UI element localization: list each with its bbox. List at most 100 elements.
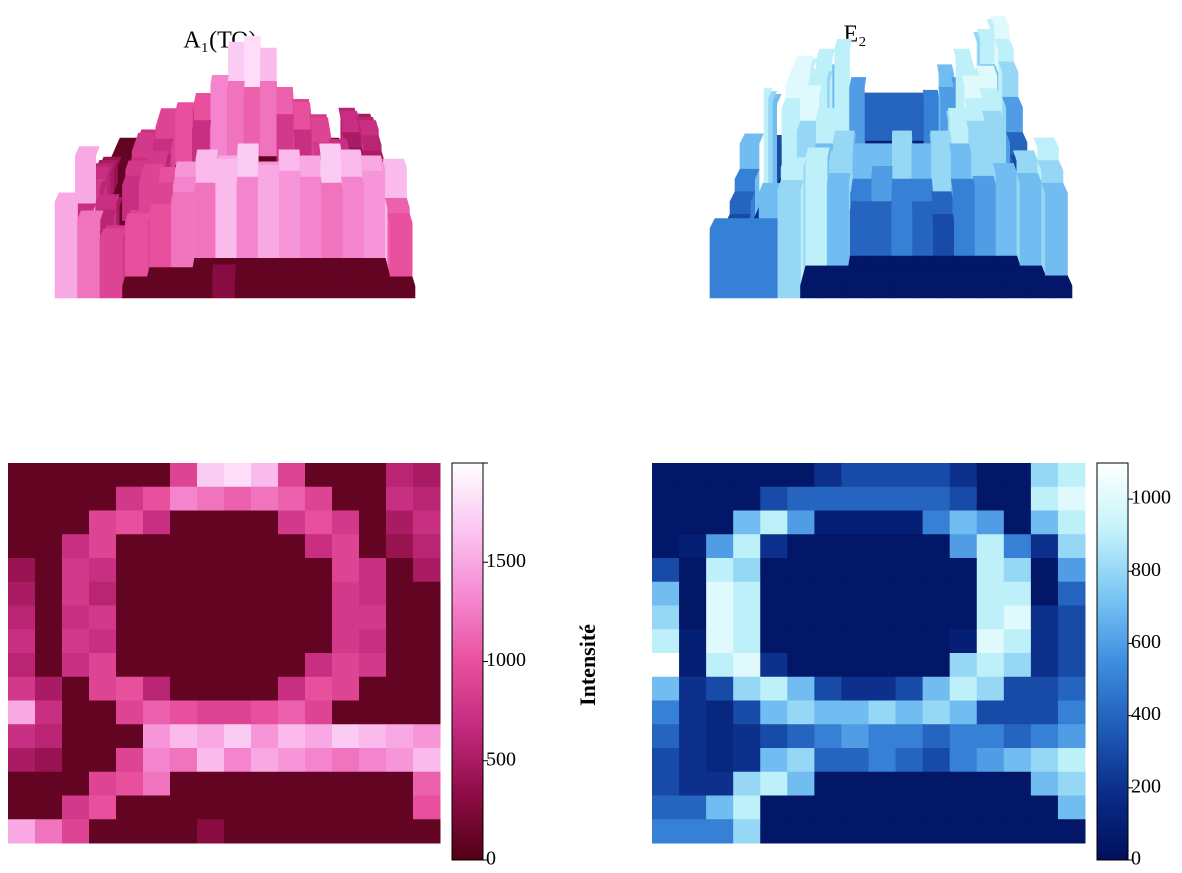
colorbar <box>451 462 484 861</box>
heatmap-cell <box>332 724 360 749</box>
heatmap-cell <box>305 819 333 844</box>
heatmap-cell <box>652 700 680 725</box>
heatmap-cell <box>760 558 788 583</box>
heatmap-cell <box>787 629 815 654</box>
surface-column <box>389 276 416 299</box>
heatmap-cell <box>8 771 36 796</box>
heatmap-cell <box>170 653 198 678</box>
heatmap-cell <box>278 605 306 630</box>
heatmap-cell <box>787 510 815 535</box>
heatmap-cell <box>413 771 441 796</box>
heatmap-cell <box>35 605 63 630</box>
heatmap-cell <box>949 795 978 820</box>
surface-column <box>320 182 344 271</box>
heatmap-cell <box>251 700 279 725</box>
heatmap-cell <box>814 819 842 844</box>
heatmap-cell <box>35 463 63 488</box>
heatmap-cell <box>62 605 90 630</box>
heatmap-cell <box>679 700 707 725</box>
heatmap-cell <box>922 581 951 606</box>
heatmap-cell <box>413 486 441 511</box>
surface-column <box>367 276 393 299</box>
heatmap-cell <box>760 700 788 725</box>
heatmap-cell <box>413 653 441 678</box>
heatmap-cell <box>895 819 924 844</box>
heatmap-cell <box>895 700 924 725</box>
heatmap-cell <box>251 676 279 701</box>
heatmap-cell <box>868 748 897 773</box>
heatmap-cell <box>143 605 171 630</box>
heatmap-cell <box>679 463 707 488</box>
heatmap-cell <box>706 819 734 844</box>
heatmap-cell <box>760 534 788 559</box>
heatmap-cell <box>1030 748 1059 773</box>
heatmap-cell <box>679 629 707 654</box>
heatmap-cell <box>224 486 252 511</box>
heatmap-cell <box>89 486 117 511</box>
heatmap-cell <box>386 676 414 701</box>
heatmap-cell <box>1057 724 1086 749</box>
heatmap-cell <box>868 771 897 796</box>
heatmap-cell <box>814 771 842 796</box>
heatmap-cell <box>224 534 252 559</box>
heatmap-cell <box>868 653 897 678</box>
heatmap-cell <box>949 605 978 630</box>
heatmap-cell <box>116 676 144 701</box>
heatmap-cell <box>841 581 869 606</box>
heatmap-cell <box>868 819 897 844</box>
heatmap-cell <box>679 510 707 535</box>
heatmap-cell <box>1003 676 1032 701</box>
heatmap-cell <box>868 581 897 606</box>
heatmap-cell <box>89 653 117 678</box>
colorbar-tick-label: 200 <box>1131 775 1161 797</box>
heatmap-cell <box>949 463 978 488</box>
heatmap-cell <box>1030 510 1059 535</box>
heatmap-cell <box>1057 795 1086 820</box>
heatmap-cell <box>652 629 680 654</box>
heatmap-cell <box>895 629 924 654</box>
surface-column <box>972 175 997 269</box>
heatmap-cell <box>305 558 333 583</box>
heatmap-cell <box>922 463 951 488</box>
heatmap-cell <box>895 653 924 678</box>
heatmap-cell <box>652 558 680 583</box>
heatmap-cell <box>251 605 279 630</box>
heatmap-cell <box>949 819 978 844</box>
heatmap-cell <box>35 653 63 678</box>
heatmap-cell <box>1057 486 1086 511</box>
heatmap-cell <box>332 700 360 725</box>
surface-column <box>805 147 830 279</box>
heatmap-cell <box>197 510 225 535</box>
heatmap-cell <box>706 581 734 606</box>
surface-column <box>299 176 323 271</box>
heatmap-cell <box>251 510 279 535</box>
heatmap-cell <box>679 819 707 844</box>
colorbar-tick-label: 500 <box>486 748 516 770</box>
heatmap-cell <box>8 676 36 701</box>
surface-column <box>259 80 278 169</box>
heatmap-cell <box>814 463 842 488</box>
heatmap-cell <box>706 463 734 488</box>
heatmap <box>652 463 1086 844</box>
heatmap-cell <box>332 510 360 535</box>
heatmap-cell <box>1003 795 1032 820</box>
heatmap-cell <box>814 653 842 678</box>
heatmap-cell <box>652 463 680 488</box>
heatmap-cell <box>143 463 171 488</box>
heatmap-cell <box>1030 700 1059 725</box>
heatmap-cell <box>35 486 63 511</box>
heatmap-cell <box>1057 676 1086 701</box>
heatmap-cell <box>679 558 707 583</box>
heatmap-cell <box>386 771 414 796</box>
surface-column <box>890 275 914 299</box>
heatmap-cell <box>89 819 117 844</box>
heatmap-cell <box>733 605 761 630</box>
heatmap-cell <box>841 653 869 678</box>
heatmap-cell <box>895 795 924 820</box>
heatmap-cell <box>868 629 897 654</box>
heatmap-cell <box>760 510 788 535</box>
heatmap-cell <box>143 510 171 535</box>
surface-column <box>777 180 804 299</box>
heatmap-cell <box>8 581 36 606</box>
heatmap-cell <box>413 605 441 630</box>
